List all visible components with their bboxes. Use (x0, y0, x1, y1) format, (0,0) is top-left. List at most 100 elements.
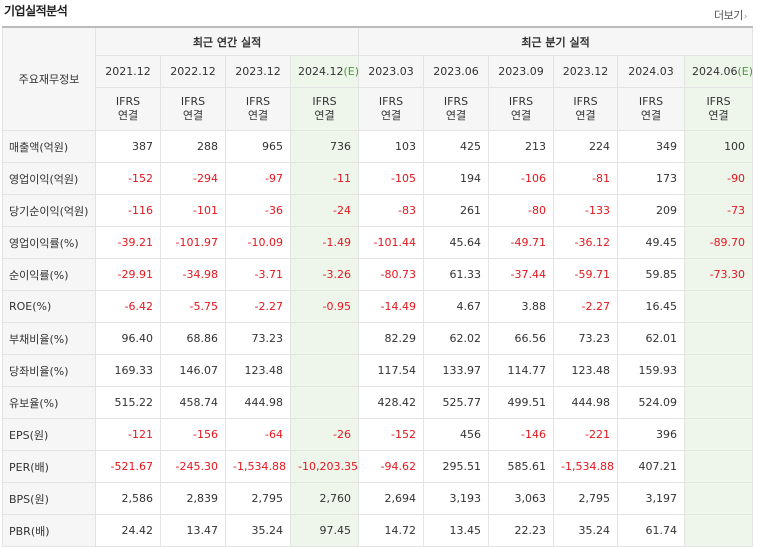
table-cell (684, 482, 754, 515)
table-cell: -73.30 (684, 258, 754, 291)
row-label: EPS(원) (2, 418, 96, 451)
table-cell: -245.30 (160, 450, 226, 483)
table-cell: 45.64 (423, 226, 490, 259)
table-cell: -3.26 (289, 258, 360, 291)
table-cell: 123.48 (225, 354, 291, 387)
page-title: 기업실적분석 (4, 4, 68, 18)
table-cell: 425 (423, 130, 490, 163)
table-row: 영업이익(억원) -152 -294 -97 -11 -105 194 -106 -81 173-… (2, 162, 754, 195)
table-cell (684, 386, 754, 419)
table-cell: -94.62 (358, 450, 425, 483)
row-label: 당기순이익(억원) (2, 194, 96, 227)
ifrs-label: IFRS (508, 95, 534, 108)
period-header: 2024.03 (617, 55, 686, 88)
table-cell: 965 (225, 130, 291, 163)
table-row: PBR(배) 24.42 13.47 35.24 97.45 14.72 13.45 22.2… (2, 514, 754, 547)
table-cell: -90 (684, 162, 754, 195)
ifrs-header: IFRS 연결 (358, 87, 425, 131)
period-header: 2023.06 (423, 55, 490, 88)
row-label: 영업이익률(%) (2, 226, 96, 259)
table-cell: -101 (160, 194, 226, 227)
table-cell: -10.09 (225, 226, 291, 259)
financial-table: 주요재무정보 최근 연간 실적 최근 분기 실적 2021.12 2022.12 2… (2, 26, 754, 547)
period-label: 2024.06 (692, 65, 738, 78)
table-cell: 73.23 (553, 322, 619, 355)
ifrs-label: IFRS (245, 95, 271, 108)
period-header: 2024.06(E) (684, 55, 754, 88)
table-cell: -101.44 (358, 226, 425, 259)
table-cell: 97.45 (289, 514, 360, 547)
consolidated-label: 연결 (445, 109, 467, 122)
table-cell: 114.77 (488, 354, 555, 387)
consolidated-label: 연결 (182, 109, 204, 122)
table-cell: 13.45 (423, 514, 490, 547)
table-cell: -37.44 (488, 258, 555, 291)
ifrs-header: IFRS 연결 (95, 87, 161, 131)
table-cell: 66.56 (488, 322, 555, 355)
table-cell (289, 354, 360, 387)
ifrs-label: IFRS (638, 95, 664, 108)
row-label: 유보율(%) (2, 386, 96, 419)
table-cell (684, 514, 754, 547)
table-cell: -81 (553, 162, 619, 195)
row-label: 순이익률(%) (2, 258, 96, 291)
consolidated-label: 연결 (640, 109, 662, 122)
table-cell (684, 354, 754, 387)
table-cell (684, 322, 754, 355)
table-cell: -133 (553, 194, 619, 227)
period-label: 2024.12 (298, 65, 344, 78)
row-label: BPS(원) (2, 482, 96, 515)
table-body: 매출액(억원) 387 288 965 736 103 425 213 224 349 100 영업이… (2, 130, 754, 547)
table-cell: -49.71 (488, 226, 555, 259)
ifrs-label: IFRS (312, 95, 337, 108)
table-cell: 396 (617, 418, 686, 451)
table-cell: 194 (423, 162, 490, 195)
table-cell (684, 418, 754, 451)
table-cell: 14.72 (358, 514, 425, 547)
table-cell: -2.27 (553, 290, 619, 323)
consolidated-label: 연결 (708, 109, 729, 122)
table-cell: -14.49 (358, 290, 425, 323)
table-cell: 35.24 (553, 514, 619, 547)
period-header-row: 2021.12 2022.12 2023.12 2024.12(E) 2023.03 20… (3, 55, 754, 88)
ifrs-header: IFRS 연결 (160, 87, 226, 131)
table-cell: 100 (684, 130, 754, 163)
consolidated-label: 연결 (247, 109, 269, 122)
table-cell: 49.45 (617, 226, 686, 259)
table-cell: -83 (358, 194, 425, 227)
consolidated-label: 연결 (380, 109, 402, 122)
table-cell: 3.88 (488, 290, 555, 323)
table-cell: 103 (358, 130, 425, 163)
table-cell: -1,534.88 (225, 450, 291, 483)
ifrs-label: IFRS (115, 95, 141, 108)
table-row: 순이익률(%) -29.91 -34.98 -3.71 -3.26 -80.73 61.33… (2, 258, 754, 291)
table-cell: 82.29 (358, 322, 425, 355)
ifrs-header: IFRS 연결 (225, 87, 291, 131)
table-cell: 349 (617, 130, 686, 163)
ifrs-header: IFRS 연결 (488, 87, 555, 131)
table-cell: -6.42 (95, 290, 161, 323)
period-header: 2022.12 (160, 55, 226, 88)
group-header-row: 주요재무정보 최근 연간 실적 최근 분기 실적 (2, 26, 754, 131)
table-cell: 2,839 (160, 482, 226, 515)
table-cell: 2,795 (225, 482, 291, 515)
table-cell: -121 (95, 418, 161, 451)
table-cell: 59.85 (617, 258, 686, 291)
consolidated-label: 연결 (510, 109, 532, 122)
ifrs-label: IFRS (573, 95, 598, 108)
table-cell: 2,760 (289, 482, 360, 515)
more-link[interactable]: 더보기› (714, 7, 748, 23)
table-cell: 407.21 (617, 450, 686, 483)
ifrs-label: IFRS (180, 95, 206, 108)
row-header-cell: 주요재무정보 (2, 26, 96, 131)
table-row: PER(배) -521.67 -245.30 -1,534.88 -10,203.35-… (2, 450, 754, 483)
more-label: 더보기 (714, 9, 743, 22)
table-cell: -156 (160, 418, 226, 451)
period-header: 2023.12 (225, 55, 291, 88)
estimate-mark: (E) (343, 65, 359, 78)
table-cell: 524.09 (617, 386, 686, 419)
row-label: ROE(%) (2, 290, 96, 323)
table-cell: -101.97 (160, 226, 226, 259)
consolidated-label: 연결 (575, 109, 596, 122)
table-cell: -97 (225, 162, 291, 195)
